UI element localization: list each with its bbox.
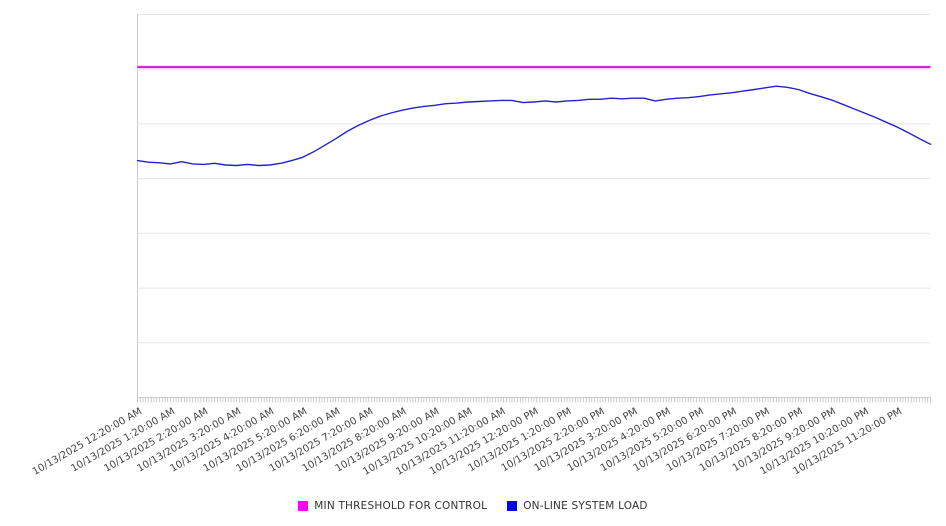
legend-swatch-min-threshold: [298, 501, 309, 511]
legend-swatch-online-system-load: [507, 501, 518, 511]
axes: [137, 14, 931, 403]
y-gridlines: [137, 14, 931, 344]
legend-label-min-threshold: MIN THRESHOLD FOR CONTROL: [314, 500, 488, 512]
legend-label-online-system-load: ON-LINE SYSTEM LOAD: [523, 500, 648, 512]
legend-item-online-system-load: ON-LINE SYSTEM LOAD: [507, 500, 648, 512]
legend-item-min-threshold: MIN THRESHOLD FOR CONTROL: [298, 500, 487, 512]
chart-legend: MIN THRESHOLD FOR CONTROL ON-LINE SYSTEM…: [0, 498, 946, 514]
x-minor-ticks: [137, 397, 931, 403]
load-line: [136, 85, 932, 167]
